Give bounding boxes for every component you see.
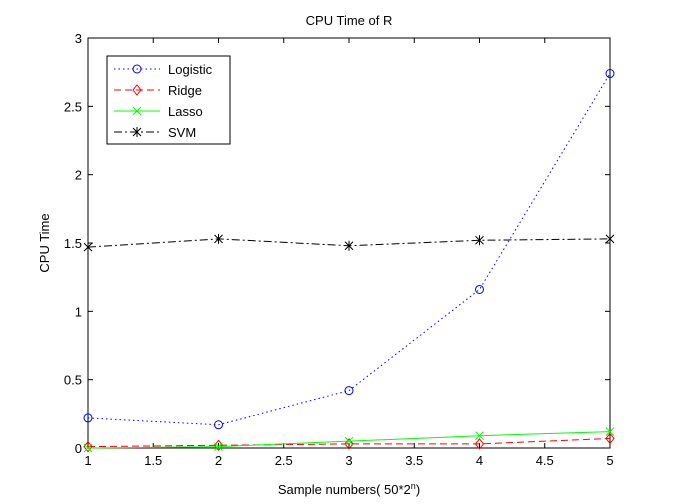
y-tick-label: 3 <box>75 31 82 46</box>
x-tick-label: 1 <box>84 453 91 468</box>
series-line-logistic <box>87 73 611 426</box>
y-axis-label: CPU Time <box>37 213 52 272</box>
x-tick-label: 3.5 <box>405 453 423 468</box>
x-axis-label: Sample numbers( 50*2n) <box>278 481 420 497</box>
x-axis-label-superscript: n <box>411 481 416 491</box>
series-layer <box>83 69 615 453</box>
x-tick-label: 5 <box>606 453 613 468</box>
y-tick-label: 2 <box>75 168 82 183</box>
series-svm <box>83 233 615 253</box>
data-point-svm <box>83 242 93 253</box>
data-point-logistic <box>214 420 223 430</box>
legend-marker-ridge <box>132 84 142 96</box>
x-tick-label: 2 <box>215 453 222 468</box>
y-tick-label: 0 <box>75 441 82 456</box>
x-axis-ticks: 1 1.5 2 2.5 3 3.5 4 4.5 5 <box>84 38 614 468</box>
legend-label-svm: SVM <box>168 125 196 140</box>
data-point-svm <box>214 233 223 244</box>
y-tick-label: 1.5 <box>64 236 82 251</box>
legend-label-ridge: Ridge <box>168 83 202 98</box>
legend-marker-logistic <box>132 64 142 74</box>
legend: Logistic Ridge Lasso SVM <box>106 55 231 145</box>
legend-label-lasso: Lasso <box>168 104 203 119</box>
x-tick-label: 3 <box>345 453 352 468</box>
data-point-lasso <box>83 443 93 453</box>
data-point-lasso <box>344 436 354 446</box>
y-tick-label: 2.5 <box>64 99 82 114</box>
x-axis-label-main: Sample numbers( 50*2 <box>278 482 411 497</box>
x-tick-label: 4.5 <box>536 453 554 468</box>
data-point-lasso <box>214 442 223 451</box>
y-axis-ticks: 0 0.5 1 1.5 2 2.5 3 <box>64 31 610 456</box>
data-point-logistic <box>83 413 93 423</box>
x-tick-label: 2.5 <box>275 453 293 468</box>
data-point-logistic <box>344 386 354 396</box>
data-point-svm <box>605 233 615 244</box>
x-tick-label: 4 <box>476 453 483 468</box>
data-point-ridge <box>605 432 615 445</box>
legend-box <box>106 55 231 145</box>
data-point-logistic <box>475 284 484 294</box>
x-tick-label: 1.5 <box>144 453 162 468</box>
legend-marker-svm <box>132 127 142 137</box>
data-point-svm <box>475 235 484 246</box>
x-axis-label-suffix: ) <box>416 482 420 497</box>
series-line-ridge <box>87 437 611 448</box>
chart-title: CPU Time of R <box>306 13 393 28</box>
legend-label-logistic: Logistic <box>168 62 213 77</box>
series-lasso <box>83 427 615 453</box>
y-tick-label: 0.5 <box>64 373 82 388</box>
data-point-ridge <box>344 438 354 450</box>
data-point-lasso <box>475 431 484 441</box>
data-point-svm <box>344 240 354 251</box>
data-point-logistic <box>605 69 615 79</box>
y-tick-label: 1 <box>75 304 82 319</box>
legend-marker-lasso <box>132 106 142 116</box>
series-logistic <box>83 69 615 430</box>
data-point-lasso <box>605 427 615 436</box>
data-point-ridge <box>474 438 485 450</box>
